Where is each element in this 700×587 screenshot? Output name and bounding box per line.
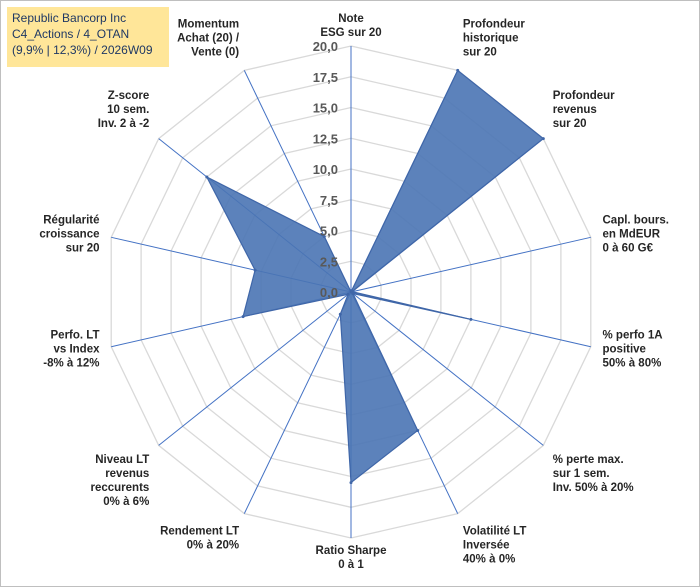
axis-label: Profondeur revenus sur 20: [553, 90, 615, 130]
radial-tick-label: 15,0: [313, 101, 338, 116]
axis-spoke: [158, 291, 352, 446]
series-point: [416, 429, 420, 432]
axis-spoke: [350, 236, 591, 293]
series-point: [338, 312, 342, 316]
chart-title-line-2: C4_Actions / 4_OTAN: [12, 27, 130, 41]
radial-tick-label: 17,5: [313, 70, 338, 85]
series-point: [205, 175, 209, 179]
series-point: [541, 137, 545, 141]
axis-label: Momentum Achat (20) / Vente (0): [177, 19, 240, 59]
series-point: [253, 268, 257, 272]
series-point: [351, 292, 355, 295]
radial-tick-label: 10,0: [313, 162, 338, 177]
radial-tick-label: 20,0: [313, 39, 338, 54]
radial-tick-label: 2,5: [320, 254, 338, 269]
axis-label: % perfo 1A positive 50% à 80%: [603, 329, 663, 369]
axis-label: Z-score 10 sem. Inv. 2 à -2: [98, 90, 150, 130]
chart-title-line-3: (9,9% | 12,3%) / 2026W09: [12, 43, 153, 57]
radial-tick-label: 7,5: [320, 193, 338, 208]
series-point: [469, 317, 473, 321]
series-point: [349, 481, 353, 485]
chart-title-line-1: Republic Bancorp Inc: [12, 11, 127, 25]
axis-label: Régularité croissance sur 20: [39, 215, 99, 255]
axis-spoke: [243, 291, 352, 514]
series-point: [456, 68, 460, 72]
axis-label: Rendement LT 0% à 20%: [160, 525, 239, 551]
series-point: [346, 292, 350, 296]
axis-label: Ratio Sharpe 0 à 1: [316, 545, 387, 571]
series-point: [322, 235, 326, 239]
axis-label: Niveau LT revenus reccurents 0% à 6%: [90, 454, 149, 508]
chart-title-box: Republic Bancorp Inc C4_Actions / 4_OTAN…: [7, 7, 169, 67]
axis-label: Perfo. LT vs Index -8% à 12%: [43, 329, 100, 369]
series-area: [205, 69, 545, 484]
axis-label: Profondeur historique sur 20: [463, 19, 525, 59]
radial-tick-label: 5,0: [320, 224, 338, 239]
axis-label: Note ESG sur 20: [320, 13, 381, 39]
series-point: [241, 315, 245, 319]
axis-label: % perte max. sur 1 sem. Inv. 50% à 20%: [553, 454, 634, 494]
radial-tick-label: 0,0: [320, 285, 338, 300]
radial-tick-label: 12,5: [313, 131, 338, 146]
axis-label: Capl. bours. en MdEUR 0 à 60 G€: [603, 215, 669, 255]
axis-label: Volatilité LT Inversée 40% à 0%: [463, 525, 526, 565]
axis-spoke: [350, 291, 544, 446]
